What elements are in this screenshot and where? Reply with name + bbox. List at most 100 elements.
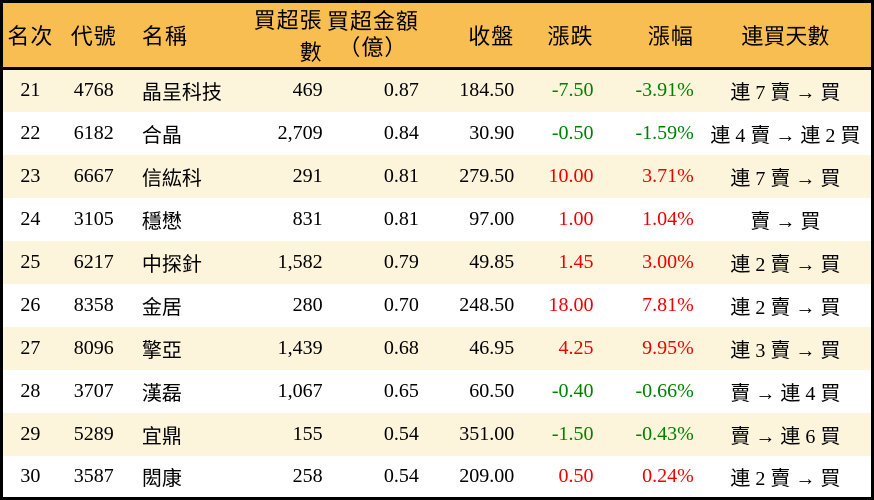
amount-cell: 0.65 [383,379,419,402]
pct-cell: 9.95% [642,336,694,359]
volume-cell: 1,439 [277,336,323,359]
amount-cell: 0.68 [383,336,419,359]
code-cell: 3587 [73,464,114,487]
col-header-name: 名稱 [129,1,235,70]
volume-cell: 831 [292,207,323,230]
table-header: 名次 代號 名稱 買超張數 買超金額 （億） 收盤 漲跌 漲幅 連買天數 [1,1,873,70]
amount-cell: 0.87 [383,79,419,102]
col-header-amount-lines: 買超金額 （億） [327,9,419,60]
change-cell: 10.00 [548,164,594,187]
code-cell: 6667 [73,164,114,187]
streak-cell: 連 7 賣 → 買 [730,167,841,190]
pct-cell: -0.66% [635,379,694,402]
streak-cell: 連 7 賣 → 買 [730,82,841,105]
volume-cell: 280 [292,293,323,316]
close-cell: 184.50 [459,79,515,102]
code-cell: 6182 [73,121,114,144]
volume-cell: 469 [292,79,323,102]
table-row: 26 8358 金居 280 0.70 248.50 18.00 7.81% 連… [1,283,873,327]
volume-cell: 1,067 [277,379,323,402]
change-cell: 4.25 [558,336,594,359]
close-cell: 97.00 [469,207,515,230]
rank-cell: 28 [20,379,41,402]
name-cell: 擎亞 [141,339,182,362]
table-row: 25 6217 中探針 1,582 0.79 49.85 1.45 3.00% … [1,240,873,284]
rank-cell: 25 [20,250,41,273]
col-header-close: 收盤 [422,1,521,70]
streak-cell: 連 3 賣 → 買 [730,339,841,362]
change-cell: -7.50 [551,79,594,102]
change-cell: 18.00 [548,293,594,316]
pct-cell: 0.24% [642,464,694,487]
pct-cell: 7.81% [642,293,694,316]
table-row: 30 3587 閎康 258 0.54 209.00 0.50 0.24% 連 … [1,455,873,499]
code-cell: 8096 [73,336,114,359]
pct-cell: -3.91% [635,79,694,102]
streak-cell: 連 2 賣 → 買 [730,467,841,490]
name-cell: 漢磊 [141,382,182,405]
code-cell: 8358 [73,293,114,316]
table-row: 28 3707 漢磊 1,067 0.65 60.50 -0.40 -0.66%… [1,369,873,413]
close-cell: 209.00 [459,464,515,487]
close-cell: 248.50 [459,293,515,316]
header-row: 名次 代號 名稱 買超張數 買超金額 （億） 收盤 漲跌 漲幅 連買天數 [1,1,873,70]
table-row: 29 5289 宜鼎 155 0.54 351.00 -1.50 -0.43% … [1,412,873,456]
code-cell: 3707 [73,379,114,402]
volume-cell: 155 [292,422,323,445]
table-row: 22 6182 合晶 2,709 0.84 30.90 -0.50 -1.59%… [1,111,873,155]
name-cell: 宜鼎 [141,425,182,448]
close-cell: 351.00 [459,422,515,445]
rank-cell: 22 [20,121,41,144]
streak-cell: 賣 → 連 6 買 [730,425,841,448]
streak-cell: 連 4 賣 → 連 2 買 [710,124,861,147]
streak-cell: 連 2 賣 → 買 [730,296,841,319]
rank-cell: 26 [20,293,41,316]
pct-cell: 3.71% [642,164,694,187]
col-header-pct: 漲幅 [599,1,700,70]
rank-cell: 29 [20,422,41,445]
pct-cell: 3.00% [642,250,694,273]
col-header-code: 代號 [57,1,130,70]
streak-cell: 賣 → 連 4 買 [730,382,841,405]
table-row: 21 4768 晶呈科技 469 0.87 184.50 -7.50 -3.91… [1,68,873,112]
col-header-rank: 名次 [1,1,58,70]
name-cell: 金居 [141,296,182,319]
close-cell: 30.90 [469,121,515,144]
volume-cell: 291 [292,164,323,187]
rank-cell: 23 [20,164,41,187]
volume-cell: 258 [292,464,323,487]
name-cell: 晶呈科技 [141,82,222,105]
col-header-amount-line1: 買超金額 [326,9,419,35]
amount-cell: 0.81 [383,164,419,187]
col-header-streak: 連買天數 [699,1,873,70]
rank-cell: 27 [20,336,41,359]
rank-cell: 24 [20,207,41,230]
pct-cell: -0.43% [635,422,694,445]
col-header-amount-line2: （億） [338,34,408,60]
name-cell: 中探針 [141,253,202,276]
table-body: 21 4768 晶呈科技 469 0.87 184.50 -7.50 -3.91… [1,68,873,499]
amount-cell: 0.79 [383,250,419,273]
amount-cell: 0.70 [383,293,419,316]
rank-cell: 21 [20,79,41,102]
col-header-amount: 買超金額 （億） [324,1,423,70]
close-cell: 46.95 [469,336,515,359]
code-cell: 5289 [73,422,114,445]
name-cell: 閎康 [141,467,182,490]
name-cell: 信紘科 [141,167,202,190]
pct-cell: -1.59% [635,121,694,144]
amount-cell: 0.54 [383,464,419,487]
close-cell: 49.85 [469,250,515,273]
volume-cell: 2,709 [277,121,323,144]
change-cell: 1.00 [558,207,594,230]
amount-cell: 0.84 [383,121,419,144]
table-row: 23 6667 信紘科 291 0.81 279.50 10.00 3.71% … [1,154,873,198]
rank-cell: 30 [20,464,41,487]
streak-cell: 連 2 賣 → 買 [730,253,841,276]
code-cell: 6217 [73,250,114,273]
amount-cell: 0.81 [383,207,419,230]
volume-cell: 1,582 [277,250,323,273]
change-cell: -0.50 [551,121,594,144]
table-row: 24 3105 穩懋 831 0.81 97.00 1.00 1.04% 賣 →… [1,197,873,241]
